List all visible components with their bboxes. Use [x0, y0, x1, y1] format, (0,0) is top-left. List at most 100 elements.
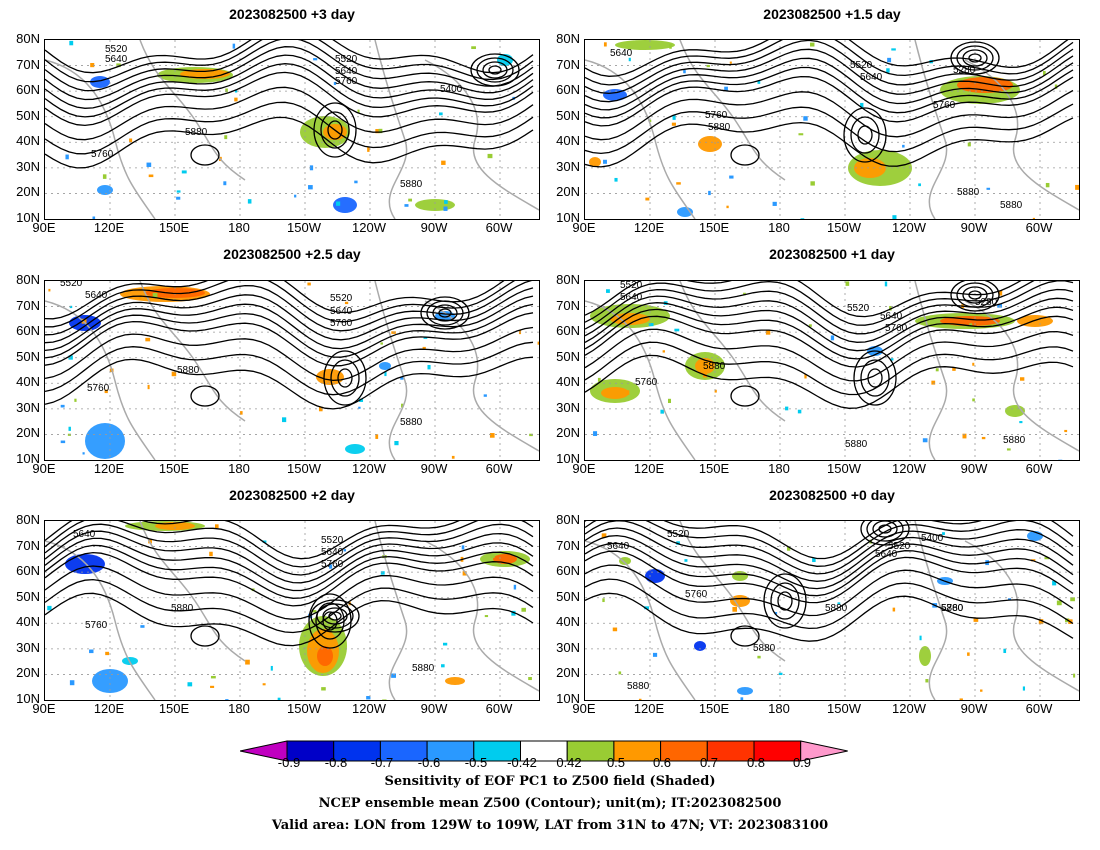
lat-label: 10N	[16, 691, 40, 706]
sensitivity-speck	[925, 678, 929, 683]
lat-label: 20N	[16, 425, 40, 441]
z500-contour	[585, 564, 1074, 617]
sensitivity-speck	[384, 371, 387, 377]
closed-contour	[190, 144, 220, 166]
contour-label: 5640	[73, 529, 96, 540]
sensitivity-speck	[1006, 448, 1011, 451]
lat-label: 80N	[556, 272, 580, 287]
sensitivity-speck	[972, 362, 975, 366]
map-panel-1: 5520 5640 5520 5640 5760 5880 5760 5880 5400	[44, 39, 540, 220]
sensitivity-speck	[772, 201, 777, 206]
z500-contour	[45, 101, 534, 155]
colorbar-tick: -0.42	[507, 755, 537, 770]
lat-label: 80N	[556, 512, 580, 527]
sensitivity-speck	[998, 290, 1003, 296]
sensitivity-speck	[669, 43, 672, 49]
closed-contour	[730, 144, 760, 166]
z500-contour	[45, 341, 534, 396]
sensitivity-speck	[962, 433, 967, 439]
sensitivity-speck	[484, 615, 489, 618]
sensitivity-speck	[797, 409, 802, 414]
sensitivity-speck	[308, 185, 313, 190]
sensitivity-speck	[922, 438, 928, 443]
contour-label: 5760	[330, 318, 353, 329]
sensitivity-speck	[102, 174, 107, 179]
sensitivity-shade	[645, 569, 665, 583]
sensitivity-speck	[959, 698, 963, 700]
sensitivity-speck	[442, 642, 448, 646]
sensitivity-speck	[601, 533, 607, 538]
lon-label: 90W	[960, 701, 988, 716]
z500-contour	[585, 534, 1074, 590]
lon-label: 150E	[698, 220, 730, 235]
caption-line-2: NCEP ensemble mean Z500 (Contour); unit(…	[318, 796, 782, 811]
sensitivity-speck	[528, 677, 532, 681]
closed-contour	[315, 602, 345, 640]
sensitivity-speck	[967, 652, 970, 656]
sensitivity-speck	[614, 177, 618, 182]
sensitivity-speck	[684, 559, 688, 562]
lat-label: 20N	[556, 665, 580, 681]
sensitivity-speck	[1052, 580, 1057, 586]
sensitivity-speck	[441, 160, 446, 165]
sensitivity-speck	[891, 48, 896, 51]
lon-label: 90E	[32, 461, 56, 476]
contour-label: 5400	[440, 84, 463, 95]
coastline	[45, 281, 539, 460]
z500-contour	[45, 295, 534, 352]
z500-contour	[585, 66, 1074, 119]
lon-label: 90W	[960, 220, 988, 235]
lat-label: 70N	[16, 297, 40, 313]
lon-label: 120E	[633, 701, 665, 716]
contour-label: 5640	[875, 549, 898, 560]
sensitivity-speck	[487, 153, 493, 159]
sensitivity-speck	[147, 384, 150, 390]
sensitivity-speck	[68, 426, 71, 431]
sensitivity-speck	[329, 564, 333, 569]
sensitivity-shade	[619, 557, 631, 565]
sensitivity-shade	[694, 641, 706, 651]
contour-label: 5760	[91, 149, 114, 160]
sensitivity-speck	[674, 328, 680, 332]
sensitivity-speck	[724, 86, 728, 92]
colorbar-tick: 0.42	[556, 755, 582, 770]
sensitivity-speck	[366, 696, 371, 700]
contour-label: 5880	[708, 122, 731, 133]
lat-label: 60N	[556, 323, 580, 339]
colorbar-tick: 0.9	[792, 755, 812, 770]
sensitivity-speck	[382, 699, 387, 700]
sensitivity-speck	[740, 697, 744, 700]
sensitivity-speck	[224, 135, 228, 140]
sensitivity-speck	[757, 655, 761, 659]
closed-contour	[968, 290, 982, 300]
sensitivity-speck	[626, 390, 630, 395]
contour-label: 5880	[185, 127, 208, 138]
sensitivity-speck	[277, 697, 281, 700]
contour-label: 5280	[975, 297, 998, 308]
sensitivity-speck	[234, 90, 238, 93]
sensitivity-speck	[798, 133, 804, 136]
sensitivity-speck	[804, 374, 807, 379]
sensitivity-speck	[597, 377, 601, 382]
sensitivity-speck	[967, 142, 971, 147]
lat-label: 60N	[16, 563, 40, 579]
sensitivity-speck	[344, 301, 349, 305]
closed-contour	[323, 350, 367, 406]
sensitivity-speck	[441, 664, 445, 668]
sensitivity-speck	[176, 190, 181, 193]
sensitivity-speck	[726, 205, 729, 209]
sensitivity-speck	[602, 598, 605, 603]
lat-label: 40N	[16, 374, 40, 390]
closed-contour	[310, 599, 360, 633]
sensitivity-speck	[148, 174, 154, 178]
caption-line-3: Valid area: LON from 129W to 109W, LAT f…	[271, 818, 829, 833]
contour-label: 5520	[850, 60, 873, 71]
z500-contour	[585, 48, 1074, 103]
lon-label: 180	[228, 220, 250, 235]
contour-label: 5760	[87, 383, 110, 394]
closed-contour	[730, 625, 760, 647]
lat-label: 10N	[16, 210, 40, 225]
sensitivity-speck	[603, 42, 607, 47]
sensitivity-speck	[490, 554, 495, 558]
